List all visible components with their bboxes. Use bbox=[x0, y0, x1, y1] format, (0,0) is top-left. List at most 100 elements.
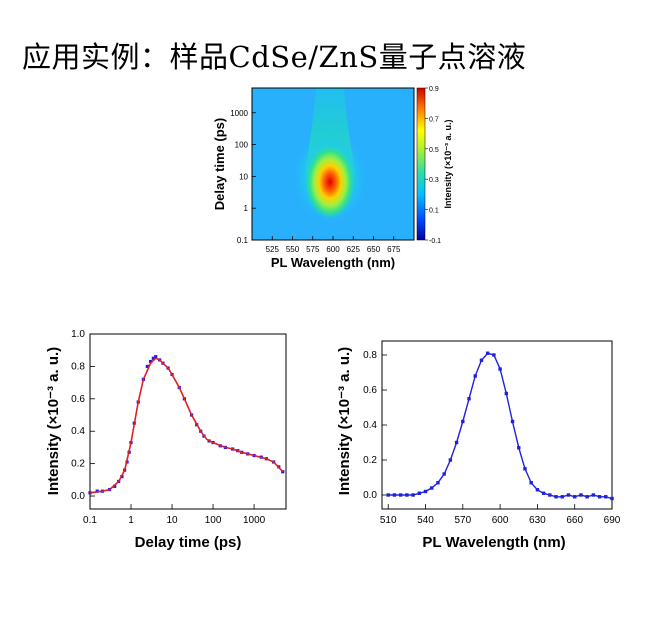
heatmap-colorbar-tick-label: 0.3 bbox=[429, 177, 439, 184]
slide-title: 应用实例：样品CdSe/ZnS量子点溶液 bbox=[22, 40, 527, 74]
spectrum-data-point bbox=[604, 495, 608, 499]
heatmap-colorbar-tick-label: -0.1 bbox=[429, 238, 441, 245]
spectrum-y-ticks: 0.0 0.2 0.4 0.6 0.8 bbox=[363, 350, 387, 501]
decay-y-tick-label: 0.2 bbox=[71, 459, 85, 470]
spectrum-data-point bbox=[411, 493, 415, 497]
spectrum-data-point bbox=[473, 374, 477, 378]
spectrum-data-point bbox=[417, 491, 421, 495]
spectrum-data-point bbox=[461, 419, 465, 424]
spectrum-data-point bbox=[541, 491, 546, 495]
decay-y-tick-label: 0.8 bbox=[71, 361, 85, 372]
spectrum-x-ticks: 510 540 570 600 630 660 690 bbox=[380, 504, 621, 526]
spectrum-data-point bbox=[523, 467, 527, 471]
decay-chart: 0.1 1 10 100 1000 0.0 0.2 0.4 0.6 0.8 1.0 Delay t… bbox=[45, 329, 287, 551]
spectrum-data-point bbox=[517, 446, 521, 450]
spectrum-data-point bbox=[467, 397, 471, 401]
decay-x-tick-label: 1000 bbox=[243, 515, 266, 526]
spectrum-y-tick-label: 0.6 bbox=[363, 385, 377, 396]
heatmap-colorbar-tick-label: 0.9 bbox=[429, 86, 439, 93]
spectrum-data-point bbox=[479, 358, 484, 362]
spectrum-data-points bbox=[386, 351, 614, 501]
decay-y-tick-label: 1.0 bbox=[71, 329, 85, 340]
decay-data-point bbox=[113, 484, 117, 488]
spectrum-data-point bbox=[560, 495, 564, 499]
heatmap-x-tick-label: 650 bbox=[367, 245, 381, 254]
spectrum-data-point bbox=[548, 493, 552, 497]
spectrum-data-point bbox=[485, 351, 490, 355]
spectrum-y-tick-label: 0.8 bbox=[363, 350, 377, 361]
spectrum-data-point bbox=[405, 493, 409, 497]
spectrum-chart: 510 540 570 600 630 660 690 0.0 0.2 0.4 0.6 0.8 PL… bbox=[336, 340, 621, 551]
decay-x-tick-label: 1 bbox=[128, 515, 134, 526]
heatmap-x-tick-label: 675 bbox=[387, 245, 401, 254]
heatmap-y-tick-label: 100 bbox=[235, 141, 249, 150]
spectrum-x-tick-label: 510 bbox=[380, 515, 397, 526]
spectrum-data-point bbox=[386, 493, 390, 497]
heatmap-y-label: Delay time (ps) bbox=[212, 118, 227, 210]
heatmap-x-tick-label: 550 bbox=[286, 245, 300, 254]
spectrum-data-point bbox=[610, 496, 614, 501]
spectrum-x-tick-label: 600 bbox=[492, 515, 509, 526]
spectrum-x-tick-label: 540 bbox=[417, 515, 434, 526]
decay-x-ticks: 0.1 1 10 100 1000 bbox=[83, 504, 266, 526]
heatmap-colorbar-tick-label: 0.5 bbox=[429, 147, 439, 154]
spectrum-data-point bbox=[454, 440, 459, 445]
spectrum-data-point bbox=[498, 367, 502, 371]
decay-x-tick-label: 0.1 bbox=[83, 515, 97, 526]
spectrum-data-point bbox=[591, 493, 596, 497]
heatmap-chart: 525 550 575 600 625 650 675 0.1 1 10 100 1000 PL W… bbox=[212, 86, 453, 270]
decay-data-point bbox=[154, 355, 158, 359]
heatmap-x-tick-label: 525 bbox=[266, 245, 280, 254]
spectrum-data-point bbox=[442, 472, 446, 476]
spectrum-data-point bbox=[423, 489, 428, 494]
heatmap-hotspot bbox=[306, 146, 354, 218]
spectrum-data-point bbox=[535, 488, 540, 492]
spectrum-data-point bbox=[448, 458, 453, 462]
heatmap-x-tick-label: 625 bbox=[347, 245, 361, 254]
decay-x-tick-label: 10 bbox=[166, 515, 178, 526]
decay-plot-area bbox=[89, 333, 287, 510]
decay-y-label: Intensity (×10⁻³ a. u.) bbox=[45, 347, 62, 495]
spectrum-data-point bbox=[398, 493, 403, 497]
spectrum-data-point bbox=[579, 493, 583, 497]
heatmap-colorbar bbox=[416, 87, 426, 241]
heatmap-y-tick-label: 1000 bbox=[230, 109, 248, 118]
decay-y-tick-label: 0.0 bbox=[71, 491, 85, 502]
spectrum-data-point bbox=[554, 495, 558, 499]
spectrum-x-tick-label: 570 bbox=[454, 515, 471, 526]
spectrum-data-point bbox=[430, 486, 434, 490]
spectrum-data-point bbox=[504, 391, 509, 396]
spectrum-data-point bbox=[392, 493, 397, 497]
spectrum-y-label: Intensity (×10⁻³ a. u.) bbox=[336, 347, 353, 495]
decay-data-point bbox=[148, 359, 153, 364]
spectrum-x-tick-label: 630 bbox=[529, 515, 546, 526]
heatmap-y-tick-label: 10 bbox=[239, 172, 248, 181]
heatmap-y-ticks: 0.1 1 10 100 1000 bbox=[230, 109, 256, 245]
heatmap-y-tick-label: 0.1 bbox=[237, 236, 249, 245]
decay-y-ticks: 0.0 0.2 0.4 0.6 0.8 1.0 bbox=[71, 329, 95, 502]
spectrum-data-point bbox=[597, 495, 602, 499]
heatmap-colorbar-ticks: 0.9 0.7 0.5 0.3 0.1 -0.1 bbox=[425, 86, 441, 245]
heatmap-x-tick-label: 575 bbox=[306, 245, 320, 254]
spectrum-y-tick-label: 0.2 bbox=[363, 455, 377, 466]
spectrum-data-point bbox=[510, 419, 515, 424]
spectrum-data-point bbox=[436, 481, 440, 485]
heatmap-x-ticks: 525 550 575 600 625 650 675 bbox=[266, 236, 401, 254]
heatmap-colorbar-tick-label: 0.7 bbox=[429, 116, 439, 123]
heatmap-y-tick-label: 1 bbox=[244, 204, 249, 213]
spectrum-x-tick-label: 660 bbox=[566, 515, 583, 526]
spectrum-data-point bbox=[566, 493, 571, 497]
spectrum-plot-area bbox=[381, 340, 613, 510]
heatmap-colorbar-label: Intensity (×10⁻³ a. u.) bbox=[443, 119, 453, 208]
decay-fit-line bbox=[89, 357, 284, 494]
heatmap-x-tick-label: 600 bbox=[326, 245, 340, 254]
spectrum-x-tick-label: 690 bbox=[604, 515, 621, 526]
decay-data-point bbox=[151, 356, 155, 360]
spectrum-data-point bbox=[573, 495, 577, 499]
spectrum-y-tick-label: 0.0 bbox=[363, 490, 377, 501]
decay-y-tick-label: 0.4 bbox=[71, 426, 85, 437]
heatmap-x-label: PL Wavelength (nm) bbox=[271, 255, 395, 270]
decay-y-tick-label: 0.6 bbox=[71, 394, 85, 405]
heatmap-intensity bbox=[252, 88, 414, 240]
